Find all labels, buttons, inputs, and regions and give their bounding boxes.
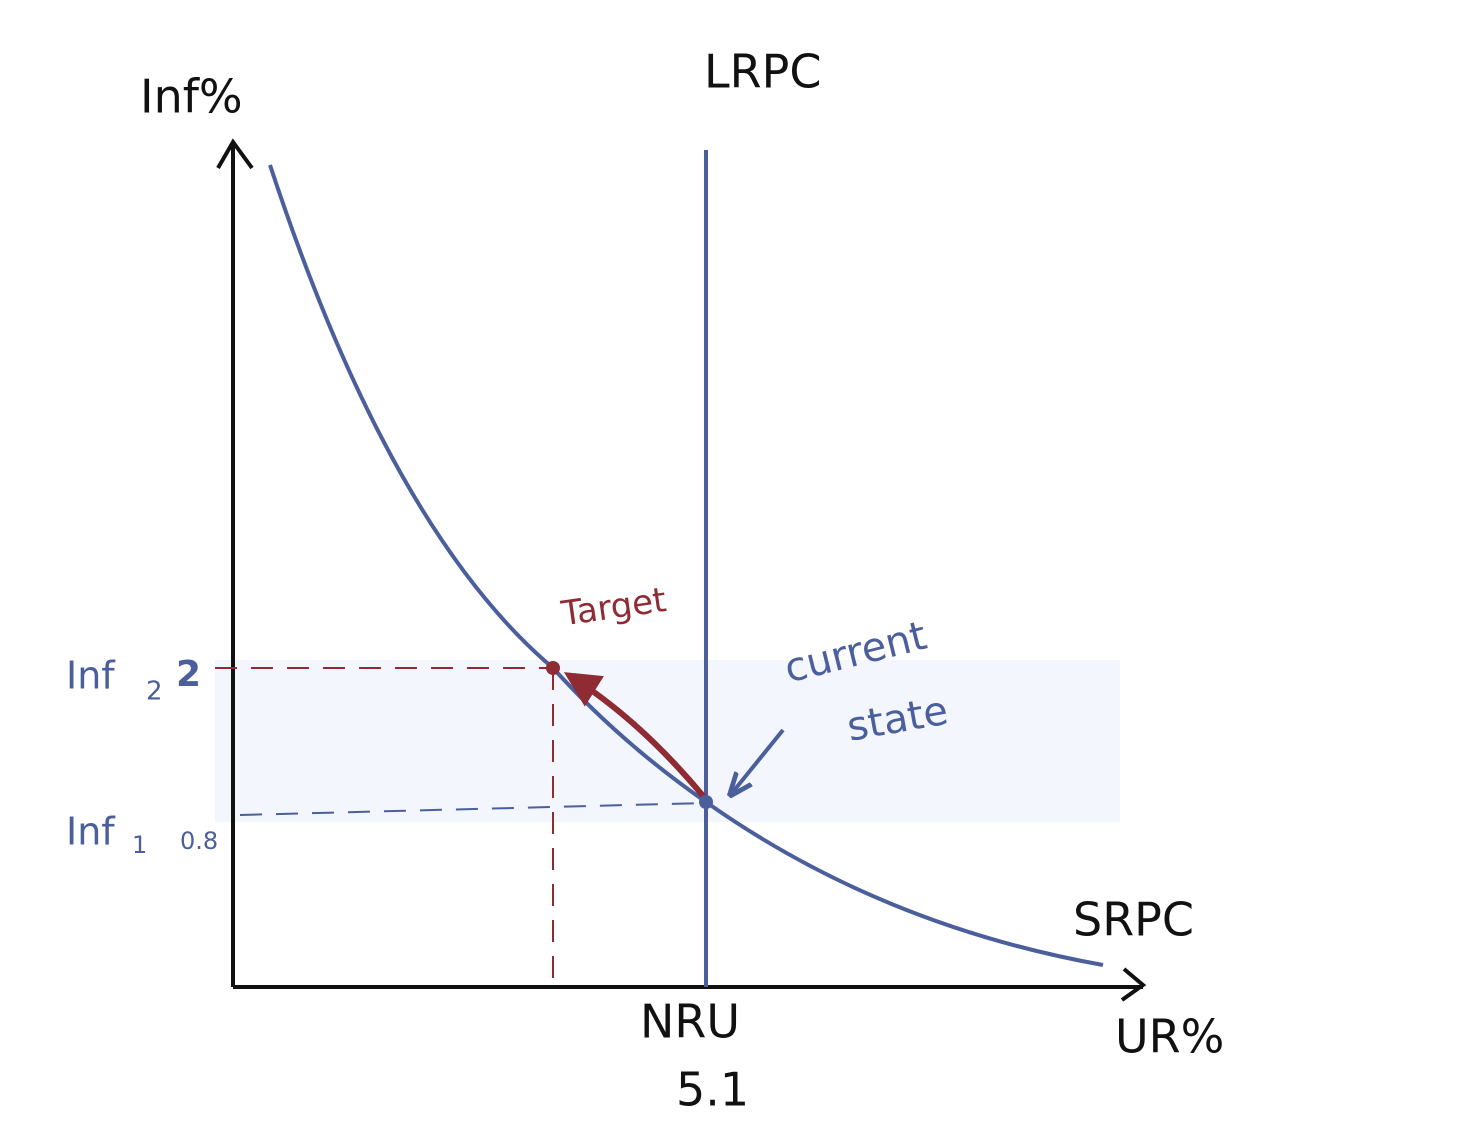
inf2-label: Inf bbox=[66, 654, 116, 698]
y-axis-arrow bbox=[216, 138, 254, 170]
inf1-label: Inf bbox=[66, 810, 116, 854]
lrpc-label: LRPC bbox=[704, 45, 821, 99]
nru-value: 5.1 bbox=[676, 1063, 749, 1117]
inf2-value: 2 bbox=[176, 654, 201, 695]
nru-label: NRU bbox=[640, 995, 740, 1049]
move-arrow bbox=[563, 672, 707, 799]
target-label: Target bbox=[558, 580, 669, 634]
x-axis-arrow bbox=[1120, 967, 1147, 1002]
shaded-band bbox=[215, 660, 1120, 822]
current-arrow bbox=[732, 728, 785, 793]
current-point bbox=[699, 795, 713, 809]
inf1-sub: 1 bbox=[132, 831, 147, 859]
inf1-value: 0.8 bbox=[180, 827, 218, 855]
target-point bbox=[546, 661, 560, 675]
x-axis-label: UR% bbox=[1115, 1010, 1224, 1064]
inf2-sub: 2 bbox=[146, 677, 163, 707]
srpc-label: SRPC bbox=[1073, 893, 1194, 947]
y-axis-label: Inf% bbox=[140, 70, 243, 124]
srpc-curve bbox=[268, 164, 1104, 967]
inf1-guide bbox=[239, 802, 707, 816]
